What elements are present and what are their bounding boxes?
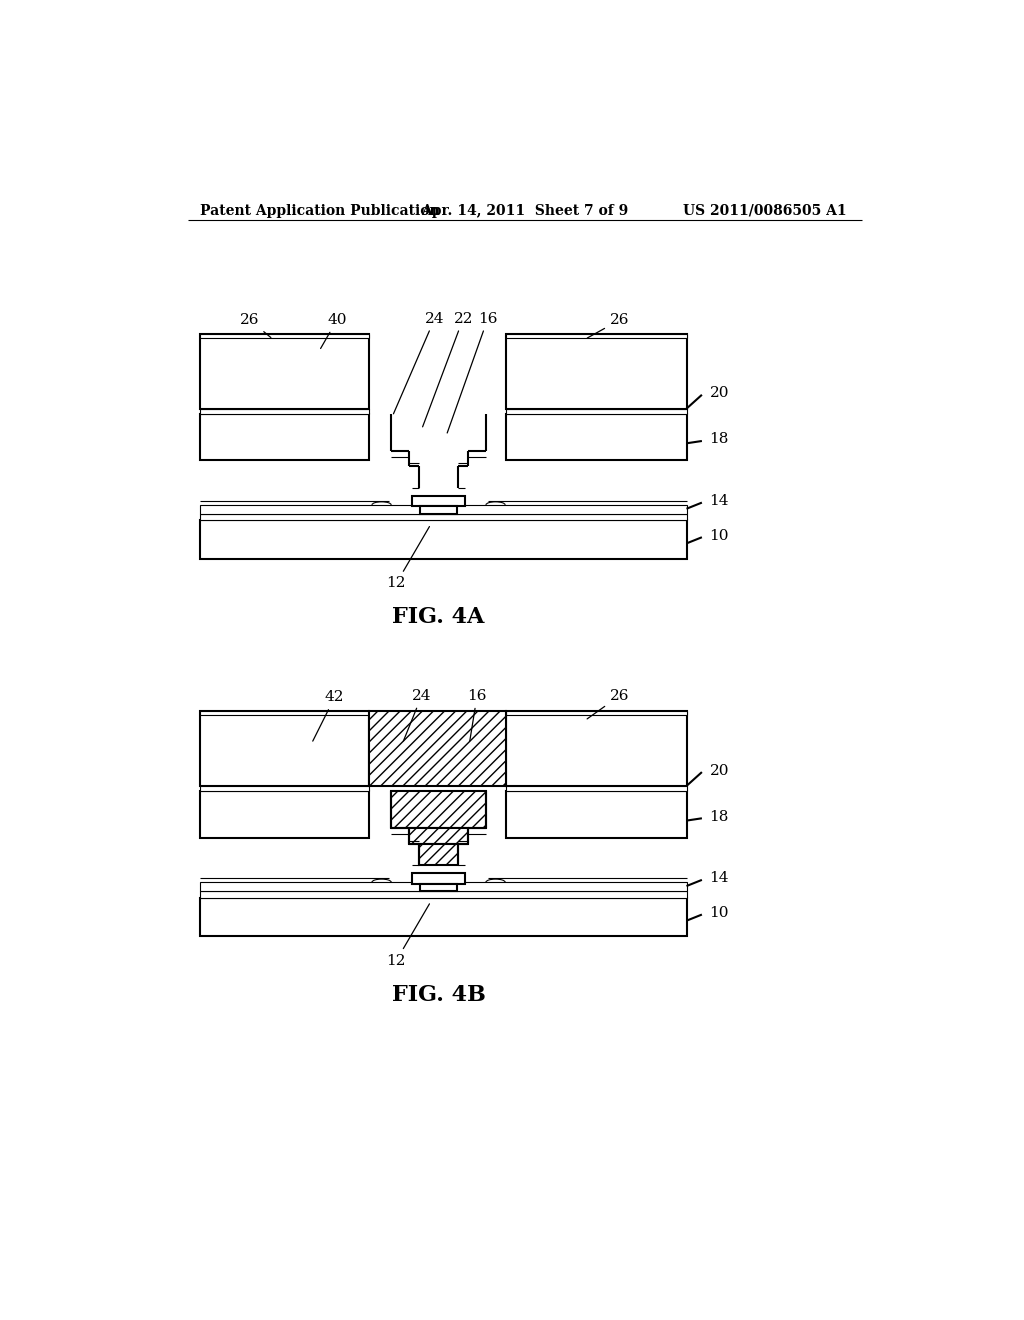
Text: Apr. 14, 2011  Sheet 7 of 9: Apr. 14, 2011 Sheet 7 of 9 [421,203,629,218]
Text: 22: 22 [423,312,473,426]
Bar [200,515,686,520]
Bar [506,711,686,785]
Text: 14: 14 [710,494,729,508]
Text: FIG. 4A: FIG. 4A [392,606,484,628]
Text: 10: 10 [710,529,729,543]
Text: 26: 26 [587,689,630,719]
Text: 24: 24 [393,312,444,413]
Bar [506,792,686,838]
Text: 12: 12 [386,904,429,968]
Bar [506,414,686,461]
Text: 26: 26 [588,313,630,338]
Text: FIG. 4B: FIG. 4B [391,983,485,1006]
Text: 18: 18 [710,809,729,824]
Bar [200,792,370,838]
Bar [413,873,465,884]
Bar [200,520,686,558]
Bar [419,843,458,866]
Bar [200,882,686,891]
Bar [200,414,370,461]
Text: 12: 12 [386,527,429,590]
Bar [200,711,370,785]
Bar [200,506,686,515]
Bar [370,711,506,785]
Text: 10: 10 [710,906,729,920]
Text: 26: 26 [241,313,271,338]
Bar [200,898,686,936]
Bar [413,496,465,507]
Text: 20: 20 [710,387,729,400]
Text: 14: 14 [710,871,729,886]
Text: 20: 20 [710,763,729,777]
Text: US 2011/0086505 A1: US 2011/0086505 A1 [683,203,847,218]
Bar [506,334,686,409]
Bar [200,334,370,409]
Text: 24: 24 [403,689,431,741]
Bar [200,891,686,898]
Bar [200,785,370,792]
Bar [506,409,686,414]
Bar [420,884,457,891]
Text: 42: 42 [312,690,344,741]
Bar [200,334,370,338]
Bar [420,507,457,515]
Bar [200,409,370,414]
Bar [410,829,468,843]
Text: Patent Application Publication: Patent Application Publication [200,203,439,218]
Text: 16: 16 [467,689,486,741]
Text: 18: 18 [710,433,729,446]
Bar [506,785,686,792]
Bar [391,792,486,829]
Bar [506,711,686,715]
Text: 16: 16 [447,312,498,433]
Bar [506,334,686,338]
Text: 40: 40 [321,313,347,348]
Bar [200,711,370,715]
